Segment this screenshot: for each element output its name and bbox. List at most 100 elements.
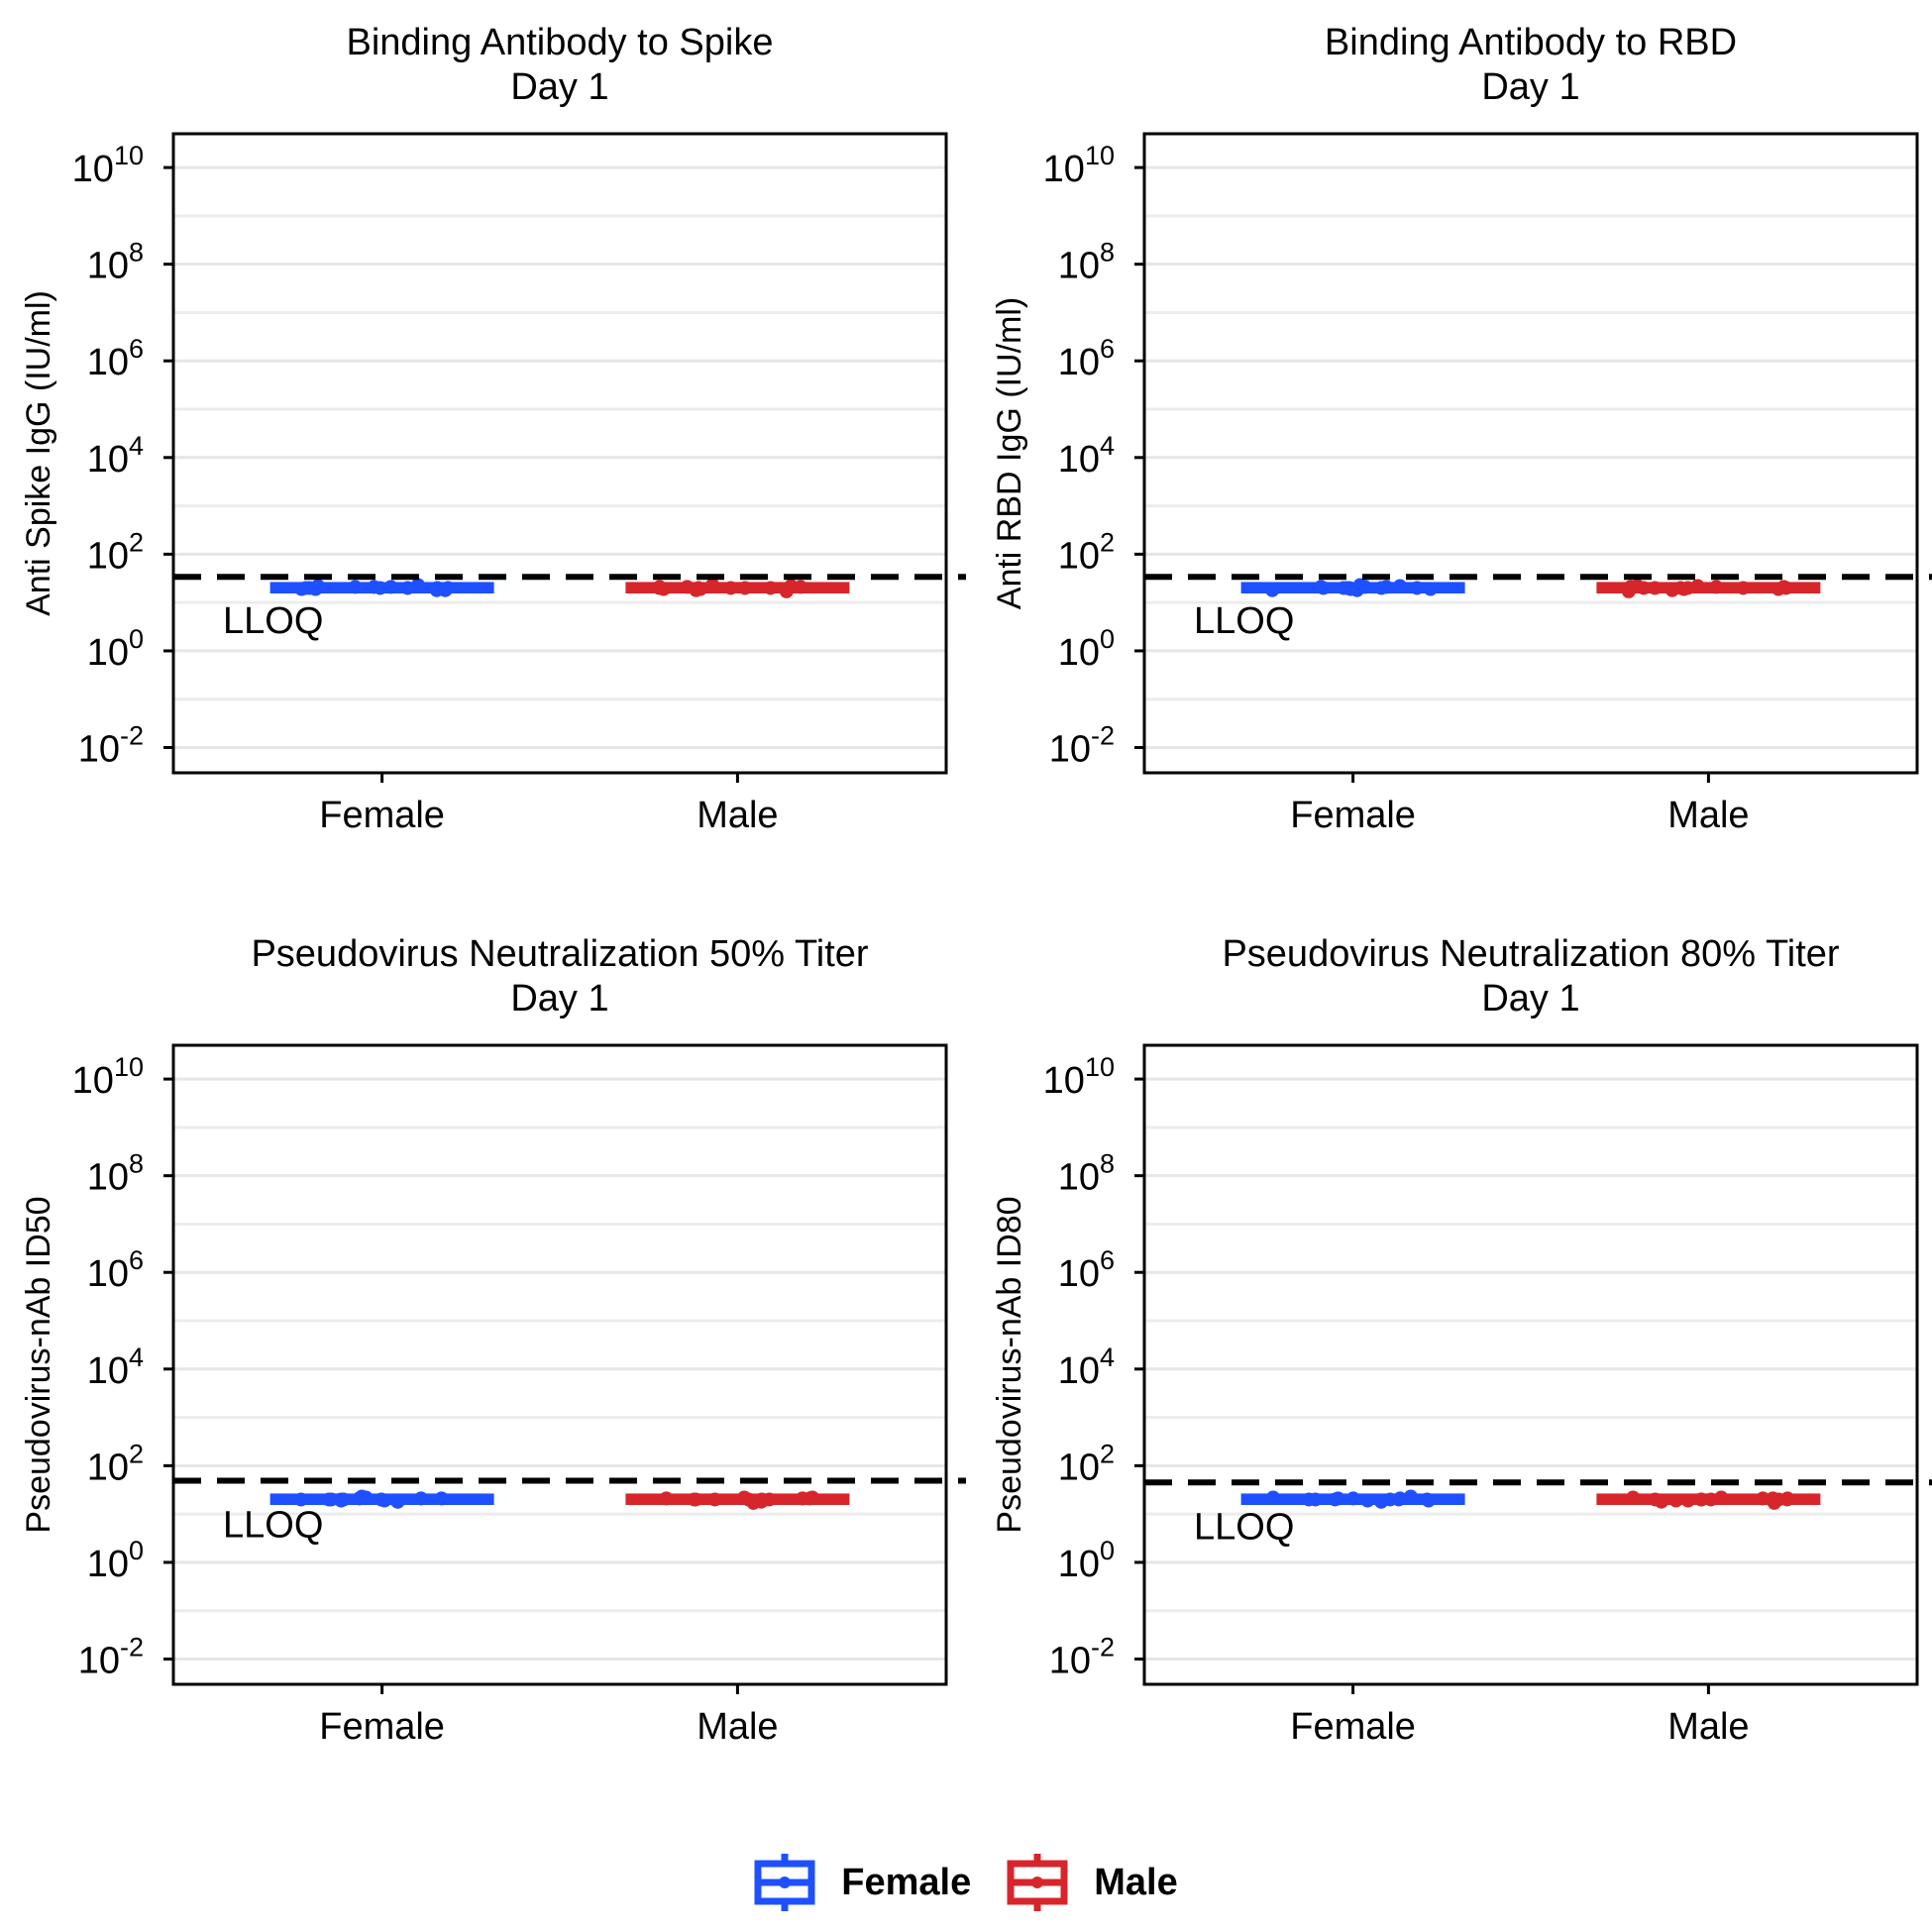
y-tick-label: 100 (1058, 624, 1115, 674)
data-point (779, 584, 794, 598)
data-point (1648, 581, 1663, 595)
panel-title: Binding Antibody to Spike (347, 22, 774, 63)
y-tick-label: 1010 (72, 1052, 144, 1102)
data-point (1374, 581, 1389, 595)
data-point (1410, 581, 1425, 595)
data-point (348, 580, 363, 594)
x-tick-label: Male (697, 1706, 778, 1748)
data-point (355, 1489, 370, 1504)
y-tick-label: 102 (87, 1439, 144, 1488)
data-point (1420, 1492, 1435, 1507)
data-point (1668, 1493, 1683, 1508)
data-point (1265, 1490, 1280, 1505)
data-point (1302, 1492, 1317, 1507)
panel-3: Pseudovirus Neutralization 50% TiterDay … (20, 933, 966, 1748)
data-point (293, 1492, 308, 1507)
data-point (1623, 580, 1638, 594)
data-point (310, 579, 325, 593)
lloq-label: LLOQ (1194, 1506, 1294, 1548)
x-tick-label: Female (319, 1706, 445, 1748)
legend: Female Male (0, 1853, 1932, 1912)
y-tick-label: 106 (87, 334, 144, 383)
x-tick-label: Female (1290, 795, 1416, 836)
data-point (410, 578, 425, 592)
lloq-label: LLOQ (1194, 600, 1294, 642)
x-tick-label: Female (319, 795, 445, 836)
data-point (763, 581, 778, 595)
data-point (1423, 582, 1438, 596)
data-point (434, 1491, 449, 1506)
y-tick-label: 102 (1058, 1439, 1115, 1488)
data-point (383, 580, 398, 594)
data-point (1383, 1492, 1398, 1507)
x-tick-label: Male (697, 795, 778, 836)
y-tick-label: 1010 (1043, 141, 1115, 190)
y-tick-label: 100 (87, 624, 144, 674)
panel-border (1142, 1043, 1919, 1686)
legend-label-male: Male (1094, 1861, 1178, 1903)
y-tick-label: 106 (1058, 1245, 1115, 1295)
y-tick-label: 106 (1058, 334, 1115, 383)
data-point (334, 1492, 349, 1507)
panel-subtitle: Day 1 (510, 978, 608, 1020)
y-tick-label: 102 (1058, 527, 1115, 577)
data-point (1680, 1493, 1695, 1508)
data-point (441, 581, 456, 595)
box-male (1596, 1490, 1821, 1510)
legend-key-male (1007, 1854, 1068, 1911)
lloq-label: LLOQ (223, 1504, 323, 1546)
data-point (1626, 1490, 1641, 1505)
data-point (687, 1492, 701, 1507)
data-point (737, 581, 752, 595)
legend-item-female: Female (754, 1852, 971, 1913)
data-point (652, 581, 667, 595)
data-point (659, 1491, 674, 1506)
data-point (762, 1492, 777, 1507)
y-tick-label: 104 (87, 1342, 144, 1392)
box-female (269, 1489, 494, 1509)
y-tick-label: 108 (87, 1149, 144, 1199)
y-tick-label: 100 (1058, 1536, 1115, 1585)
data-point (680, 580, 695, 594)
x-tick-label: Female (1290, 1706, 1416, 1748)
panel-border (171, 1043, 948, 1686)
panel-4: Pseudovirus Neutralization 80% TiterDay … (991, 933, 1932, 1748)
y-axis-label: Pseudovirus-nAb ID80 (991, 1196, 1028, 1533)
y-tick-label: 108 (87, 238, 144, 287)
lloq-label: LLOQ (223, 600, 323, 642)
data-point (1648, 1492, 1663, 1507)
data-point (1766, 1491, 1780, 1506)
y-tick-label: 1010 (72, 141, 144, 190)
y-tick-label: 104 (1058, 1342, 1115, 1392)
data-point (694, 582, 708, 596)
box-male (625, 578, 850, 598)
data-point (1776, 580, 1791, 594)
legend-key-female (754, 1854, 815, 1911)
panel-title: Binding Antibody to RBD (1325, 22, 1737, 63)
panel-border (1142, 132, 1919, 775)
data-point (1709, 580, 1724, 594)
y-tick-label: 106 (87, 1245, 144, 1295)
legend-label-female: Female (841, 1861, 972, 1903)
data-point (1314, 580, 1329, 594)
data-point (400, 581, 415, 595)
data-point (413, 1491, 428, 1506)
data-point (1779, 1492, 1794, 1507)
y-tick-label: 10-2 (78, 720, 144, 770)
y-tick-label: 10-2 (1049, 1632, 1115, 1681)
data-point (1403, 1489, 1418, 1504)
data-point (374, 1492, 388, 1507)
data-point (1328, 1492, 1342, 1507)
y-tick-label: 108 (1058, 1149, 1115, 1199)
box-male (1596, 579, 1821, 598)
y-tick-label: 104 (1058, 431, 1115, 481)
data-point (1714, 1490, 1729, 1505)
data-point (1352, 578, 1367, 592)
data-point (1693, 1492, 1708, 1507)
panel-title: Pseudovirus Neutralization 80% Titer (1222, 933, 1839, 975)
data-point (390, 1494, 405, 1509)
y-axis-label: Anti RBD IgG (IU/ml) (991, 297, 1028, 609)
data-point (707, 1492, 722, 1507)
y-tick-label: 1010 (1043, 1052, 1115, 1102)
